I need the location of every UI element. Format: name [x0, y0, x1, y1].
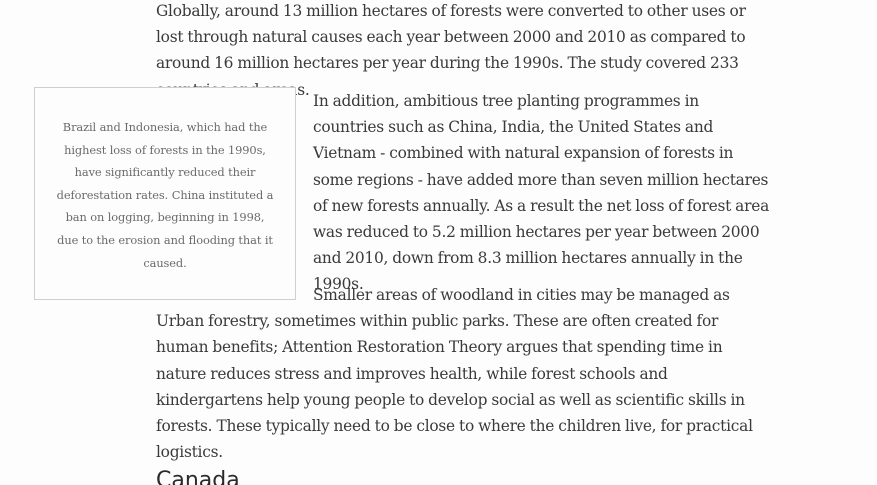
body-paragraph: Smaller areas of woodland in cities may … — [156, 286, 753, 462]
pull-quote: Brazil and Indonesia, which had the high… — [34, 87, 296, 300]
section-heading: Canada — [156, 468, 240, 485]
body-paragraph: In addition, ambitious tree planting pro… — [313, 92, 770, 294]
